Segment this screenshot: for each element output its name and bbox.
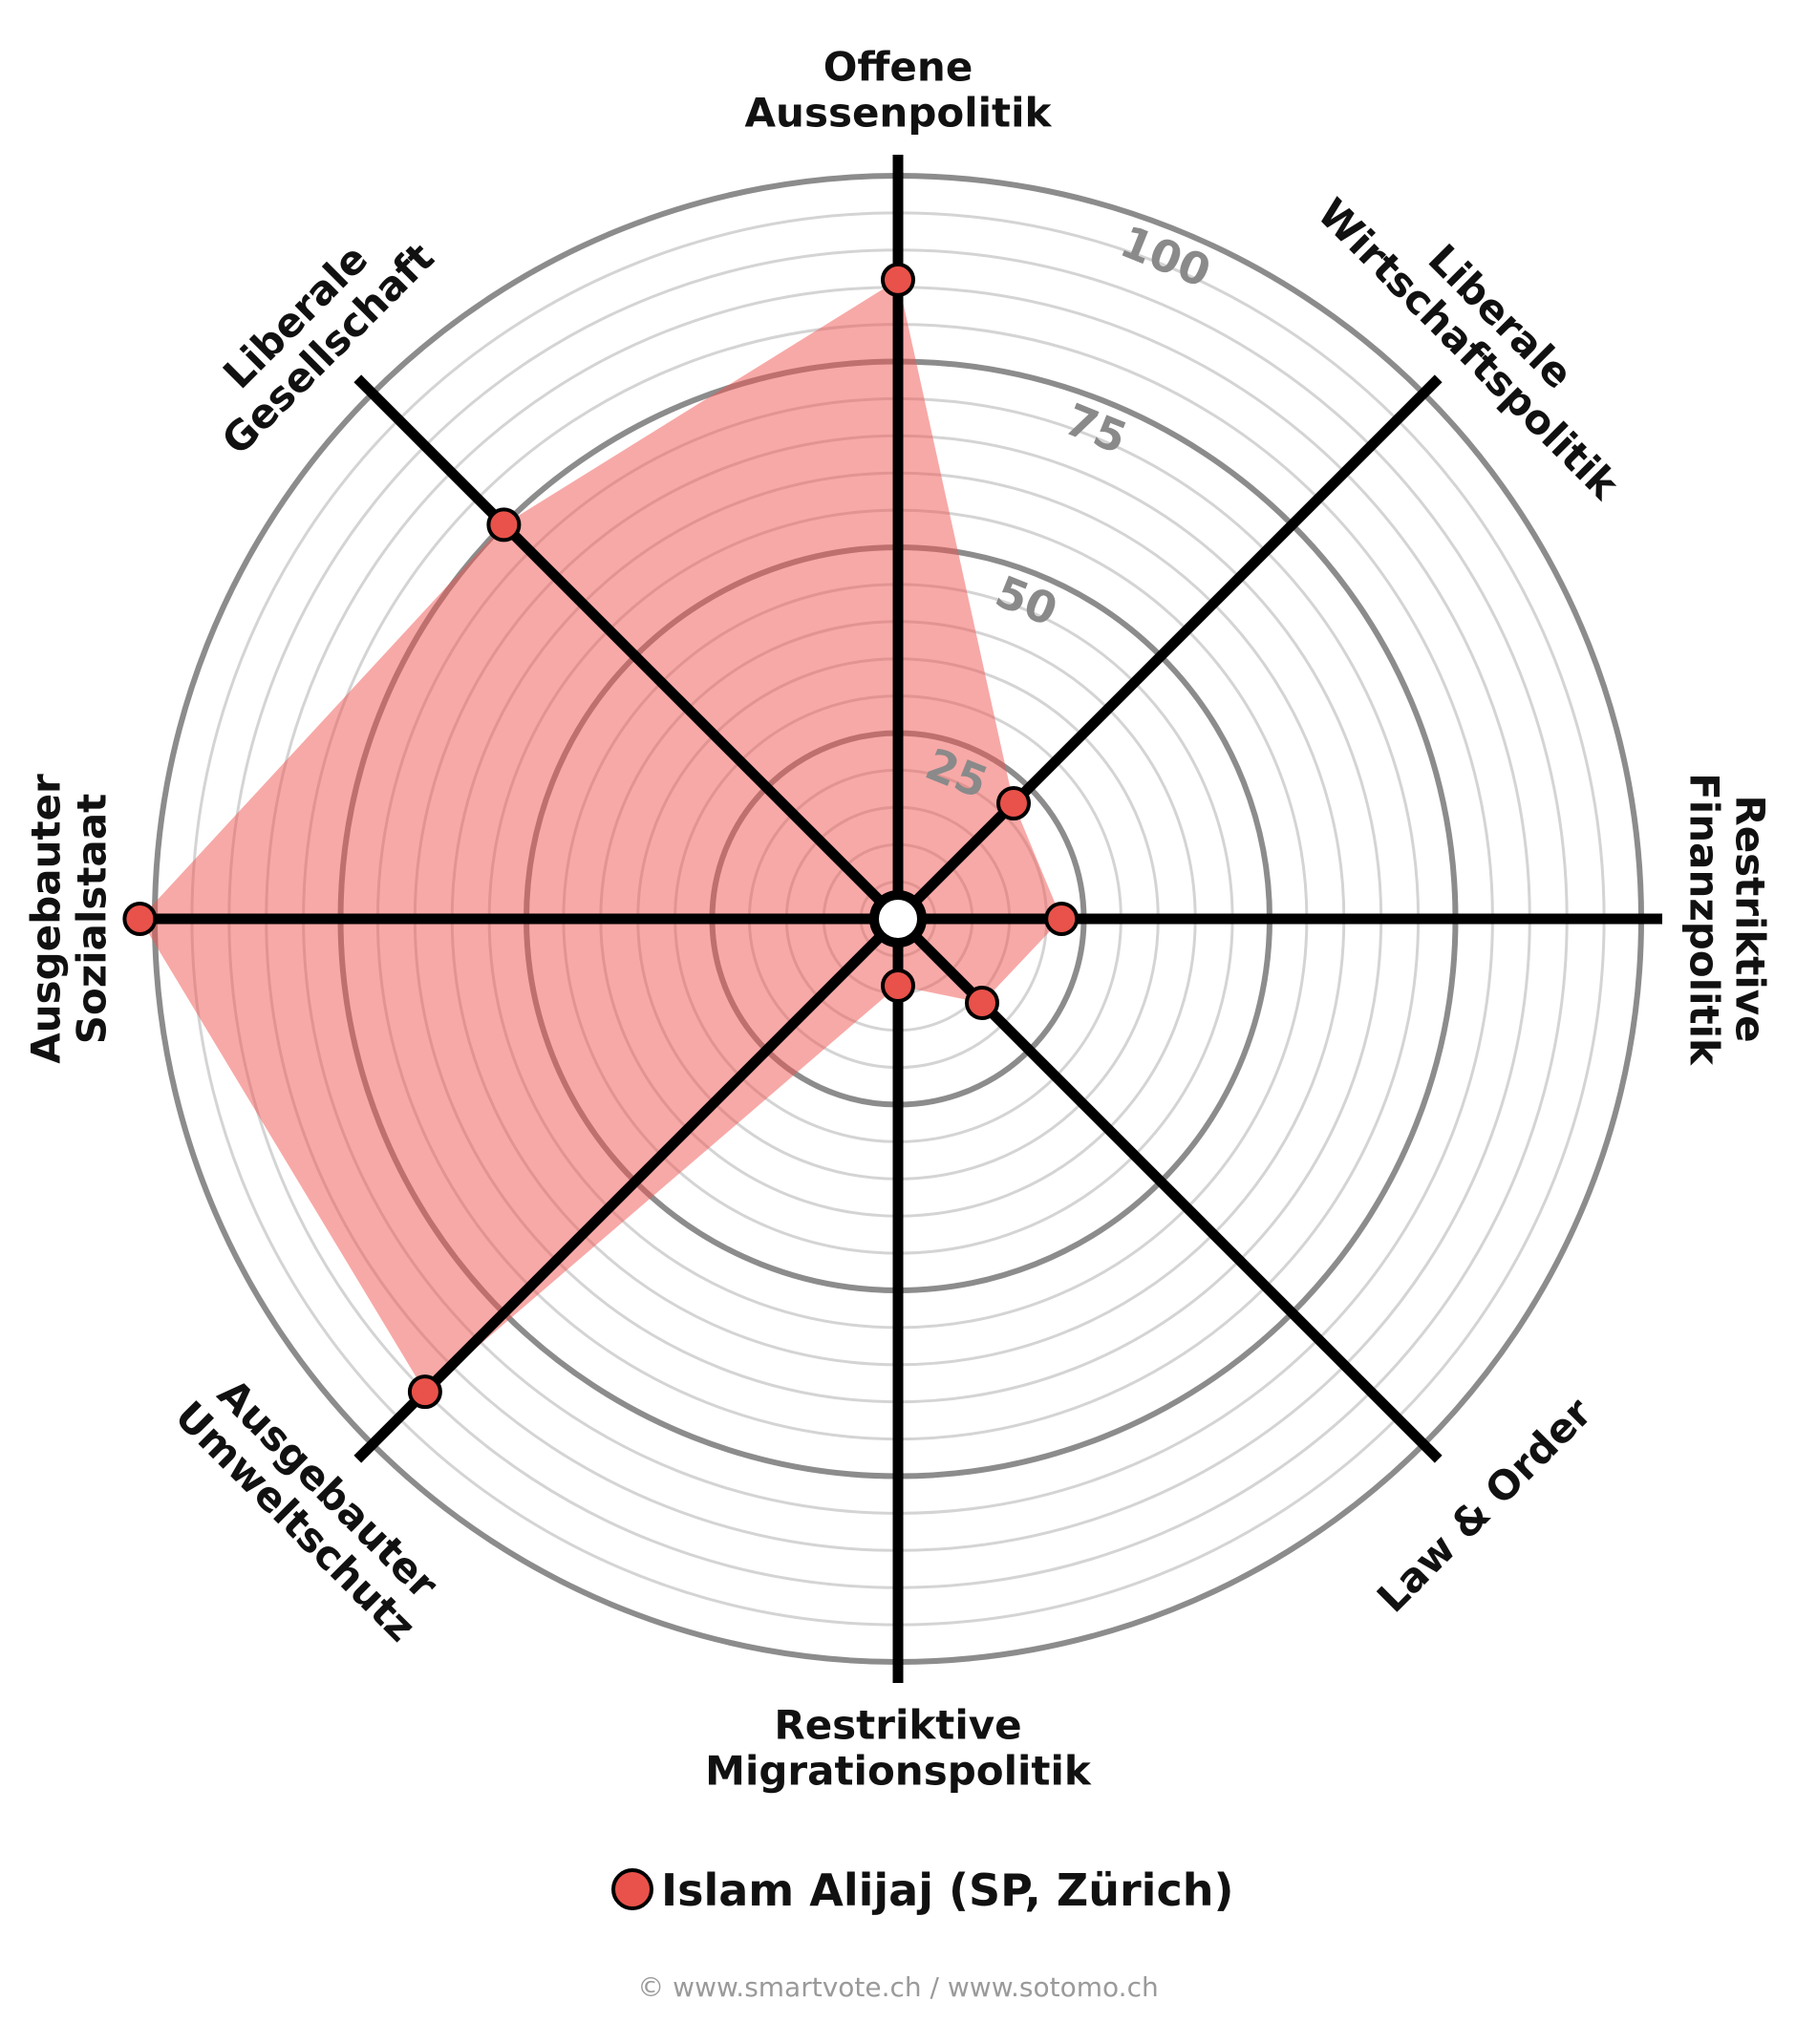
data-point-7 bbox=[122, 902, 158, 936]
axis-label-line: Offene bbox=[823, 44, 973, 91]
tick-label-100: 100 bbox=[1114, 215, 1218, 297]
center-circle bbox=[869, 890, 927, 947]
legend-marker bbox=[611, 1868, 653, 1910]
data-point-2 bbox=[996, 786, 1031, 820]
tick-label-50: 50 bbox=[989, 565, 1065, 636]
data-point-5 bbox=[881, 969, 915, 1003]
axis-label-line: Finanzpolitik bbox=[1681, 773, 1728, 1066]
legend: Islam Alijaj (SP, Zürich) bbox=[611, 1864, 1233, 1916]
data-point-6 bbox=[407, 1374, 442, 1410]
axis-label-line: Aussenpolitik bbox=[745, 90, 1053, 137]
axis-lines bbox=[134, 155, 1662, 1683]
data-point-1 bbox=[881, 262, 915, 297]
legend-label: Islam Alijaj (SP, Zürich) bbox=[661, 1864, 1233, 1916]
axis-label-line: Ausgebauter bbox=[23, 774, 70, 1064]
axis-label-line: Restriktive bbox=[1727, 795, 1774, 1042]
axis-label-line: Restriktive bbox=[774, 1702, 1021, 1749]
axis-line-6 bbox=[353, 915, 902, 1463]
copyright-text: © www.smartvote.ch / www.sotomo.ch bbox=[637, 1971, 1158, 2003]
series-area bbox=[139, 279, 1062, 1393]
axis-label-7: Ausgebauter Sozialstaat bbox=[23, 774, 116, 1064]
axis-line-8 bbox=[353, 374, 902, 923]
series-polygon bbox=[139, 279, 1062, 1393]
series-points bbox=[122, 262, 1080, 1410]
tick-label-75: 75 bbox=[1058, 394, 1135, 464]
data-point-4 bbox=[965, 986, 999, 1020]
axis-label-line: Migrationspolitik bbox=[705, 1748, 1092, 1795]
center-hub bbox=[869, 890, 927, 947]
data-point-3 bbox=[1044, 902, 1080, 936]
axis-label-line: Sozialstaat bbox=[69, 794, 116, 1045]
axis-line-2 bbox=[894, 374, 1443, 923]
data-point-8 bbox=[486, 507, 522, 543]
